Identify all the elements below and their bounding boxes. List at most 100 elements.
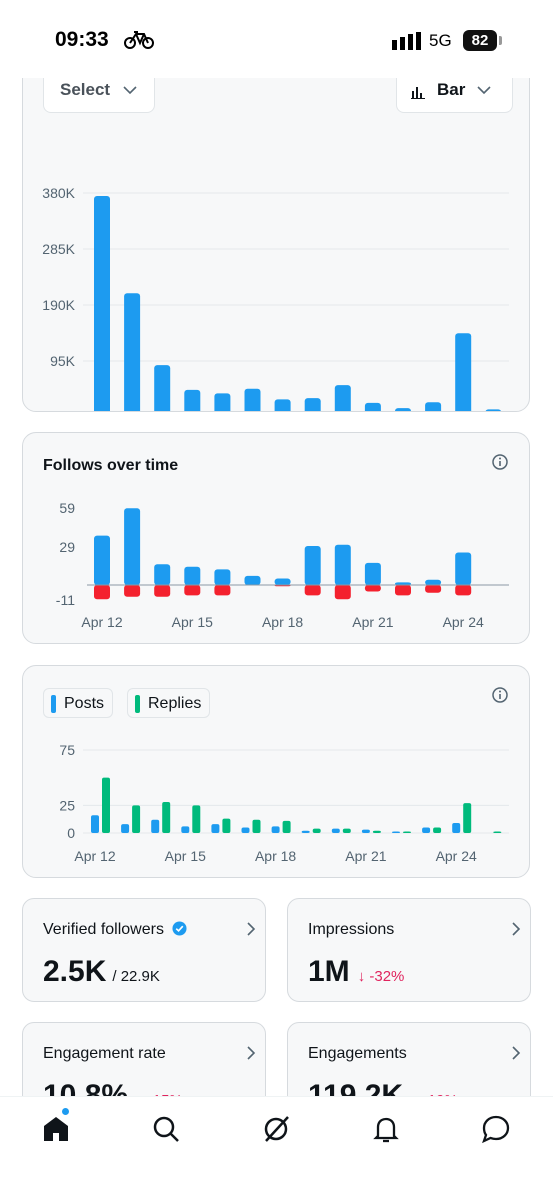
follows-bar — [274, 578, 291, 585]
impressions-label: Impressions — [308, 921, 395, 938]
y-tick-label: -11 — [56, 592, 75, 608]
posts-bar — [422, 827, 431, 833]
impressions-bar — [214, 393, 231, 411]
follows-bar — [364, 562, 381, 585]
impressions-bar — [485, 409, 501, 411]
unfollows-bar — [334, 585, 351, 600]
info-icon[interactable] — [491, 453, 509, 471]
x-tick-label: Apr 12 — [81, 614, 122, 630]
posts-replies-chart: 75 25 0 Apr 12 Apr 15 Apr 18 Apr 21 Apr 24 — [59, 742, 509, 864]
info-icon[interactable] — [491, 686, 509, 704]
notifications-icon[interactable] — [368, 1111, 404, 1147]
y-tick-label: 0 — [67, 409, 75, 411]
legend-replies[interactable]: Replies — [127, 688, 211, 718]
bar-chart-icon — [411, 87, 425, 99]
replies-bar — [433, 827, 442, 833]
impressions-bar — [395, 408, 411, 411]
replies-bar — [102, 777, 110, 833]
grok-icon[interactable] — [258, 1111, 294, 1147]
impressions-bar — [124, 293, 141, 411]
home-notification-dot — [62, 1108, 69, 1115]
posts-bar — [91, 815, 99, 833]
unfollows-bar — [395, 585, 411, 596]
verified-followers-card[interactable]: Verified followers 2.5K / 22.9K — [22, 898, 266, 1002]
replies-bar — [312, 828, 321, 833]
impressions-card[interactable]: Impressions 1M ↓ -32% — [287, 898, 531, 1002]
follows-bar — [154, 564, 171, 585]
x-tick-label: Apr 18 — [255, 848, 296, 864]
chevron-right-icon — [247, 1046, 256, 1060]
impressions-bar — [455, 333, 472, 411]
replies-bar — [222, 818, 231, 833]
posts-bar — [241, 827, 250, 833]
impressions-bar — [184, 389, 201, 411]
replies-bar — [493, 831, 502, 833]
chevron-right-icon — [247, 922, 256, 936]
bicycle-icon — [124, 31, 154, 49]
replies-bar — [192, 805, 201, 833]
x-tick-label: Apr 21 — [352, 614, 393, 630]
posts-bar — [181, 826, 190, 833]
follows-bar — [124, 508, 141, 585]
follows-chart-title: Follows over time — [43, 457, 179, 474]
follows-chart-card: Follows over time 59 29 -11 Apr 12 Apr 15 Ap… — [22, 432, 530, 644]
posts-color-marker — [51, 695, 56, 713]
x-tick-label: Apr 15 — [165, 848, 206, 864]
impressions-value: 1M ↓ -32% — [308, 955, 404, 989]
network-type: 5G — [429, 31, 452, 50]
legend-replies-label: Replies — [148, 695, 202, 712]
unfollows-bar — [94, 585, 110, 600]
posts-bar — [301, 830, 310, 833]
replies-color-marker — [135, 695, 140, 713]
y-tick-label: 380K — [42, 185, 75, 201]
legend-posts[interactable]: Posts — [43, 688, 114, 718]
follows-bar — [425, 579, 442, 585]
posts-bar — [211, 824, 220, 833]
unfollows-bar — [184, 585, 201, 596]
follows-bar — [184, 566, 201, 585]
verified-followers-value: 2.5K / 22.9K — [43, 955, 160, 989]
follows-bar — [395, 582, 411, 585]
total-followers: / 22.9K — [112, 968, 160, 985]
status-bar: 09:33 5G 82 — [0, 0, 553, 78]
impressions-change: ↓ -32% — [357, 968, 405, 985]
search-icon[interactable] — [148, 1111, 184, 1147]
y-tick-label: 59 — [59, 500, 75, 516]
follows-bar — [334, 544, 351, 585]
posts-bar — [331, 828, 340, 833]
messages-icon[interactable] — [478, 1111, 514, 1147]
replies-bar — [132, 805, 141, 833]
replies-bar — [403, 831, 411, 833]
replies-bar — [162, 802, 171, 833]
home-icon[interactable] — [38, 1111, 74, 1147]
status-time: 09:33 — [55, 28, 109, 51]
chevron-down-icon — [123, 86, 137, 95]
x-tick-label: Apr 18 — [262, 614, 303, 630]
legend-posts-label: Posts — [64, 695, 105, 712]
y-tick-label: 95K — [50, 353, 76, 369]
chevron-right-icon — [512, 1046, 521, 1060]
y-tick-label: 25 — [59, 797, 75, 813]
posts-bar — [121, 824, 130, 833]
unfollows-bar — [455, 585, 472, 596]
replies-bar — [342, 828, 351, 833]
follows-bar — [455, 552, 472, 585]
impressions-bar — [425, 402, 442, 411]
y-tick-label: 190K — [42, 297, 75, 313]
x-tick-label: Apr 24 — [443, 614, 484, 630]
engagement-rate-label: Engagement rate — [43, 1045, 166, 1062]
impressions-bar — [334, 385, 351, 411]
signal-icon — [392, 32, 421, 50]
unfollows-bar — [304, 585, 321, 596]
follows-bar — [244, 575, 261, 585]
impressions-number: 1M — [308, 955, 350, 988]
unfollows-bar — [124, 585, 141, 597]
y-tick-label: 0 — [67, 825, 75, 841]
battery-tip — [499, 36, 502, 45]
follows-bar — [304, 546, 321, 585]
replies-bar — [372, 830, 381, 833]
impressions-bar — [304, 398, 321, 411]
y-tick-label: 285K — [42, 241, 75, 257]
